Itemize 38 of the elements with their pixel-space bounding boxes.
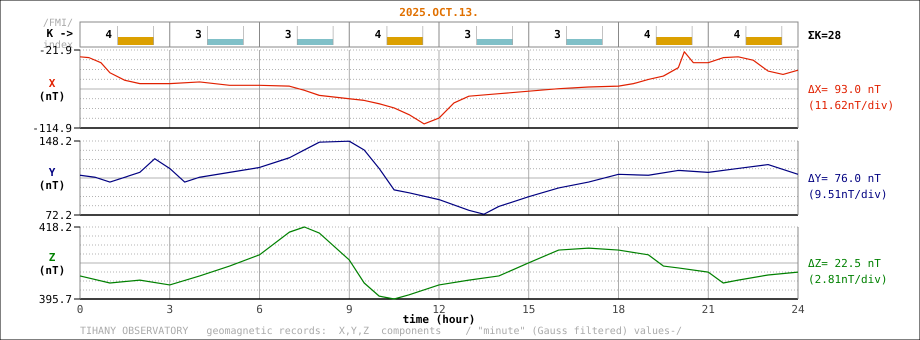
y-tick-label: 395.7 xyxy=(38,293,72,306)
x-tick-label: 21 xyxy=(702,303,715,316)
text: ΣK=28 xyxy=(808,29,842,42)
data-label: 4 xyxy=(105,28,112,41)
data-label: 3 xyxy=(284,28,292,41)
text: ΔY= 76.0 nT xyxy=(808,172,882,185)
x-tick-label: 24 xyxy=(791,303,805,316)
data-label: 3 xyxy=(554,28,561,41)
y-tick-label: -114.9 xyxy=(32,122,72,135)
data-label: 3 xyxy=(464,28,472,41)
x-tick-label: 18 xyxy=(612,303,626,316)
x-tick-label: 0 xyxy=(76,303,84,316)
data-label: 4 xyxy=(374,28,382,41)
y-axis-title: X (nT) xyxy=(38,77,66,103)
y-tick-label: 72.2 xyxy=(46,209,72,222)
y-axis-title: K -> xyxy=(46,27,74,40)
x-tick-label: 6 xyxy=(256,303,263,316)
data-label: 4 xyxy=(734,28,741,41)
x-tick-label: 9 xyxy=(346,303,353,316)
text: ΔX= 93.0 nT xyxy=(808,83,882,96)
y-tick-label: 148.2 xyxy=(38,135,72,148)
chart-title: 2025.OCT.13. xyxy=(399,6,479,19)
y-axis-title: Z (nT) xyxy=(38,251,66,277)
x-tick-label: 12 xyxy=(432,303,446,316)
y-tick-label: 418.2 xyxy=(38,221,72,234)
text: (9.51nT/div) xyxy=(808,188,888,201)
data-label: 4 xyxy=(644,28,651,41)
text: (2.81nT/div) xyxy=(808,273,888,286)
data-label: 3 xyxy=(195,28,202,41)
x-axis-title: time (hour) xyxy=(402,313,476,326)
y-axis-title: Y (nT) xyxy=(38,166,66,192)
line-series xyxy=(79,51,799,124)
text: /FMI/ xyxy=(42,18,73,29)
text: TIHANY OBSERVATORY geomagnetic records: X,Y,Z components / "minute" (Gauss filtered) values-/ xyxy=(80,326,682,337)
text: ΔZ= 22.5 nT xyxy=(808,257,882,270)
x-tick-label: 15 xyxy=(522,303,536,316)
text: (11.62nT/div) xyxy=(808,99,894,112)
x-tick-label: 3 xyxy=(166,303,174,316)
